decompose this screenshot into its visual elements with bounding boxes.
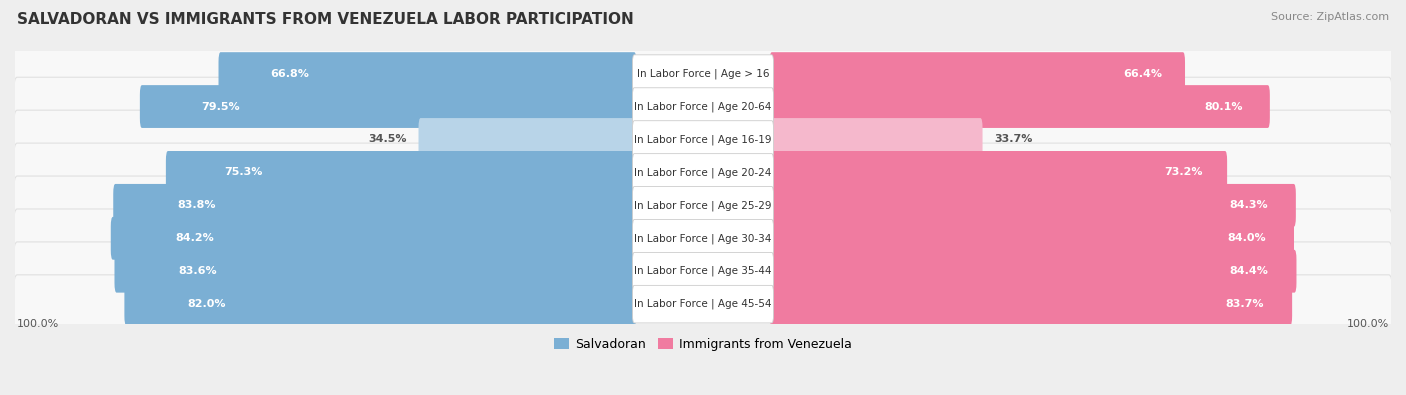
FancyBboxPatch shape <box>166 151 637 194</box>
FancyBboxPatch shape <box>419 118 637 161</box>
Text: 84.3%: 84.3% <box>1229 200 1268 211</box>
Text: In Labor Force | Age 45-54: In Labor Force | Age 45-54 <box>634 299 772 309</box>
Text: 100.0%: 100.0% <box>17 319 59 329</box>
Text: In Labor Force | Age 20-64: In Labor Force | Age 20-64 <box>634 101 772 112</box>
FancyBboxPatch shape <box>633 55 773 92</box>
Text: In Labor Force | Age > 16: In Labor Force | Age > 16 <box>637 68 769 79</box>
Text: 73.2%: 73.2% <box>1164 167 1202 177</box>
FancyBboxPatch shape <box>633 121 773 158</box>
Text: 83.7%: 83.7% <box>1226 299 1264 309</box>
FancyBboxPatch shape <box>14 110 1392 169</box>
FancyBboxPatch shape <box>633 154 773 191</box>
Text: 84.2%: 84.2% <box>176 233 214 243</box>
FancyBboxPatch shape <box>114 250 637 293</box>
FancyBboxPatch shape <box>633 285 773 323</box>
FancyBboxPatch shape <box>633 88 773 125</box>
FancyBboxPatch shape <box>14 176 1392 235</box>
Text: 100.0%: 100.0% <box>1347 319 1389 329</box>
Text: 83.6%: 83.6% <box>179 266 218 276</box>
FancyBboxPatch shape <box>14 77 1392 136</box>
FancyBboxPatch shape <box>114 184 637 227</box>
Text: In Labor Force | Age 35-44: In Labor Force | Age 35-44 <box>634 266 772 276</box>
FancyBboxPatch shape <box>769 184 1296 227</box>
FancyBboxPatch shape <box>633 186 773 224</box>
Text: 84.4%: 84.4% <box>1229 266 1268 276</box>
Text: 82.0%: 82.0% <box>187 299 226 309</box>
FancyBboxPatch shape <box>218 52 637 95</box>
Text: SALVADORAN VS IMMIGRANTS FROM VENEZUELA LABOR PARTICIPATION: SALVADORAN VS IMMIGRANTS FROM VENEZUELA … <box>17 12 634 27</box>
FancyBboxPatch shape <box>769 283 1292 325</box>
FancyBboxPatch shape <box>111 217 637 260</box>
FancyBboxPatch shape <box>14 143 1392 202</box>
Text: 66.8%: 66.8% <box>270 69 309 79</box>
FancyBboxPatch shape <box>139 85 637 128</box>
FancyBboxPatch shape <box>633 220 773 257</box>
FancyBboxPatch shape <box>769 52 1185 95</box>
Text: In Labor Force | Age 30-34: In Labor Force | Age 30-34 <box>634 233 772 244</box>
FancyBboxPatch shape <box>14 275 1392 333</box>
FancyBboxPatch shape <box>633 252 773 290</box>
FancyBboxPatch shape <box>769 217 1294 260</box>
Text: In Labor Force | Age 25-29: In Labor Force | Age 25-29 <box>634 200 772 211</box>
Text: In Labor Force | Age 20-24: In Labor Force | Age 20-24 <box>634 167 772 178</box>
Text: Source: ZipAtlas.com: Source: ZipAtlas.com <box>1271 12 1389 22</box>
FancyBboxPatch shape <box>14 242 1392 301</box>
Text: 84.0%: 84.0% <box>1227 233 1265 243</box>
FancyBboxPatch shape <box>14 209 1392 267</box>
FancyBboxPatch shape <box>124 283 637 325</box>
FancyBboxPatch shape <box>769 151 1227 194</box>
FancyBboxPatch shape <box>769 85 1270 128</box>
Text: 80.1%: 80.1% <box>1205 102 1243 111</box>
Text: In Labor Force | Age 16-19: In Labor Force | Age 16-19 <box>634 134 772 145</box>
Text: 33.7%: 33.7% <box>994 134 1032 145</box>
Text: 83.8%: 83.8% <box>177 200 217 211</box>
Text: 34.5%: 34.5% <box>368 134 406 145</box>
FancyBboxPatch shape <box>14 44 1392 103</box>
Legend: Salvadoran, Immigrants from Venezuela: Salvadoran, Immigrants from Venezuela <box>548 333 858 356</box>
FancyBboxPatch shape <box>769 250 1296 293</box>
Text: 66.4%: 66.4% <box>1123 69 1163 79</box>
Text: 75.3%: 75.3% <box>224 167 263 177</box>
Text: 79.5%: 79.5% <box>201 102 239 111</box>
FancyBboxPatch shape <box>769 118 983 161</box>
